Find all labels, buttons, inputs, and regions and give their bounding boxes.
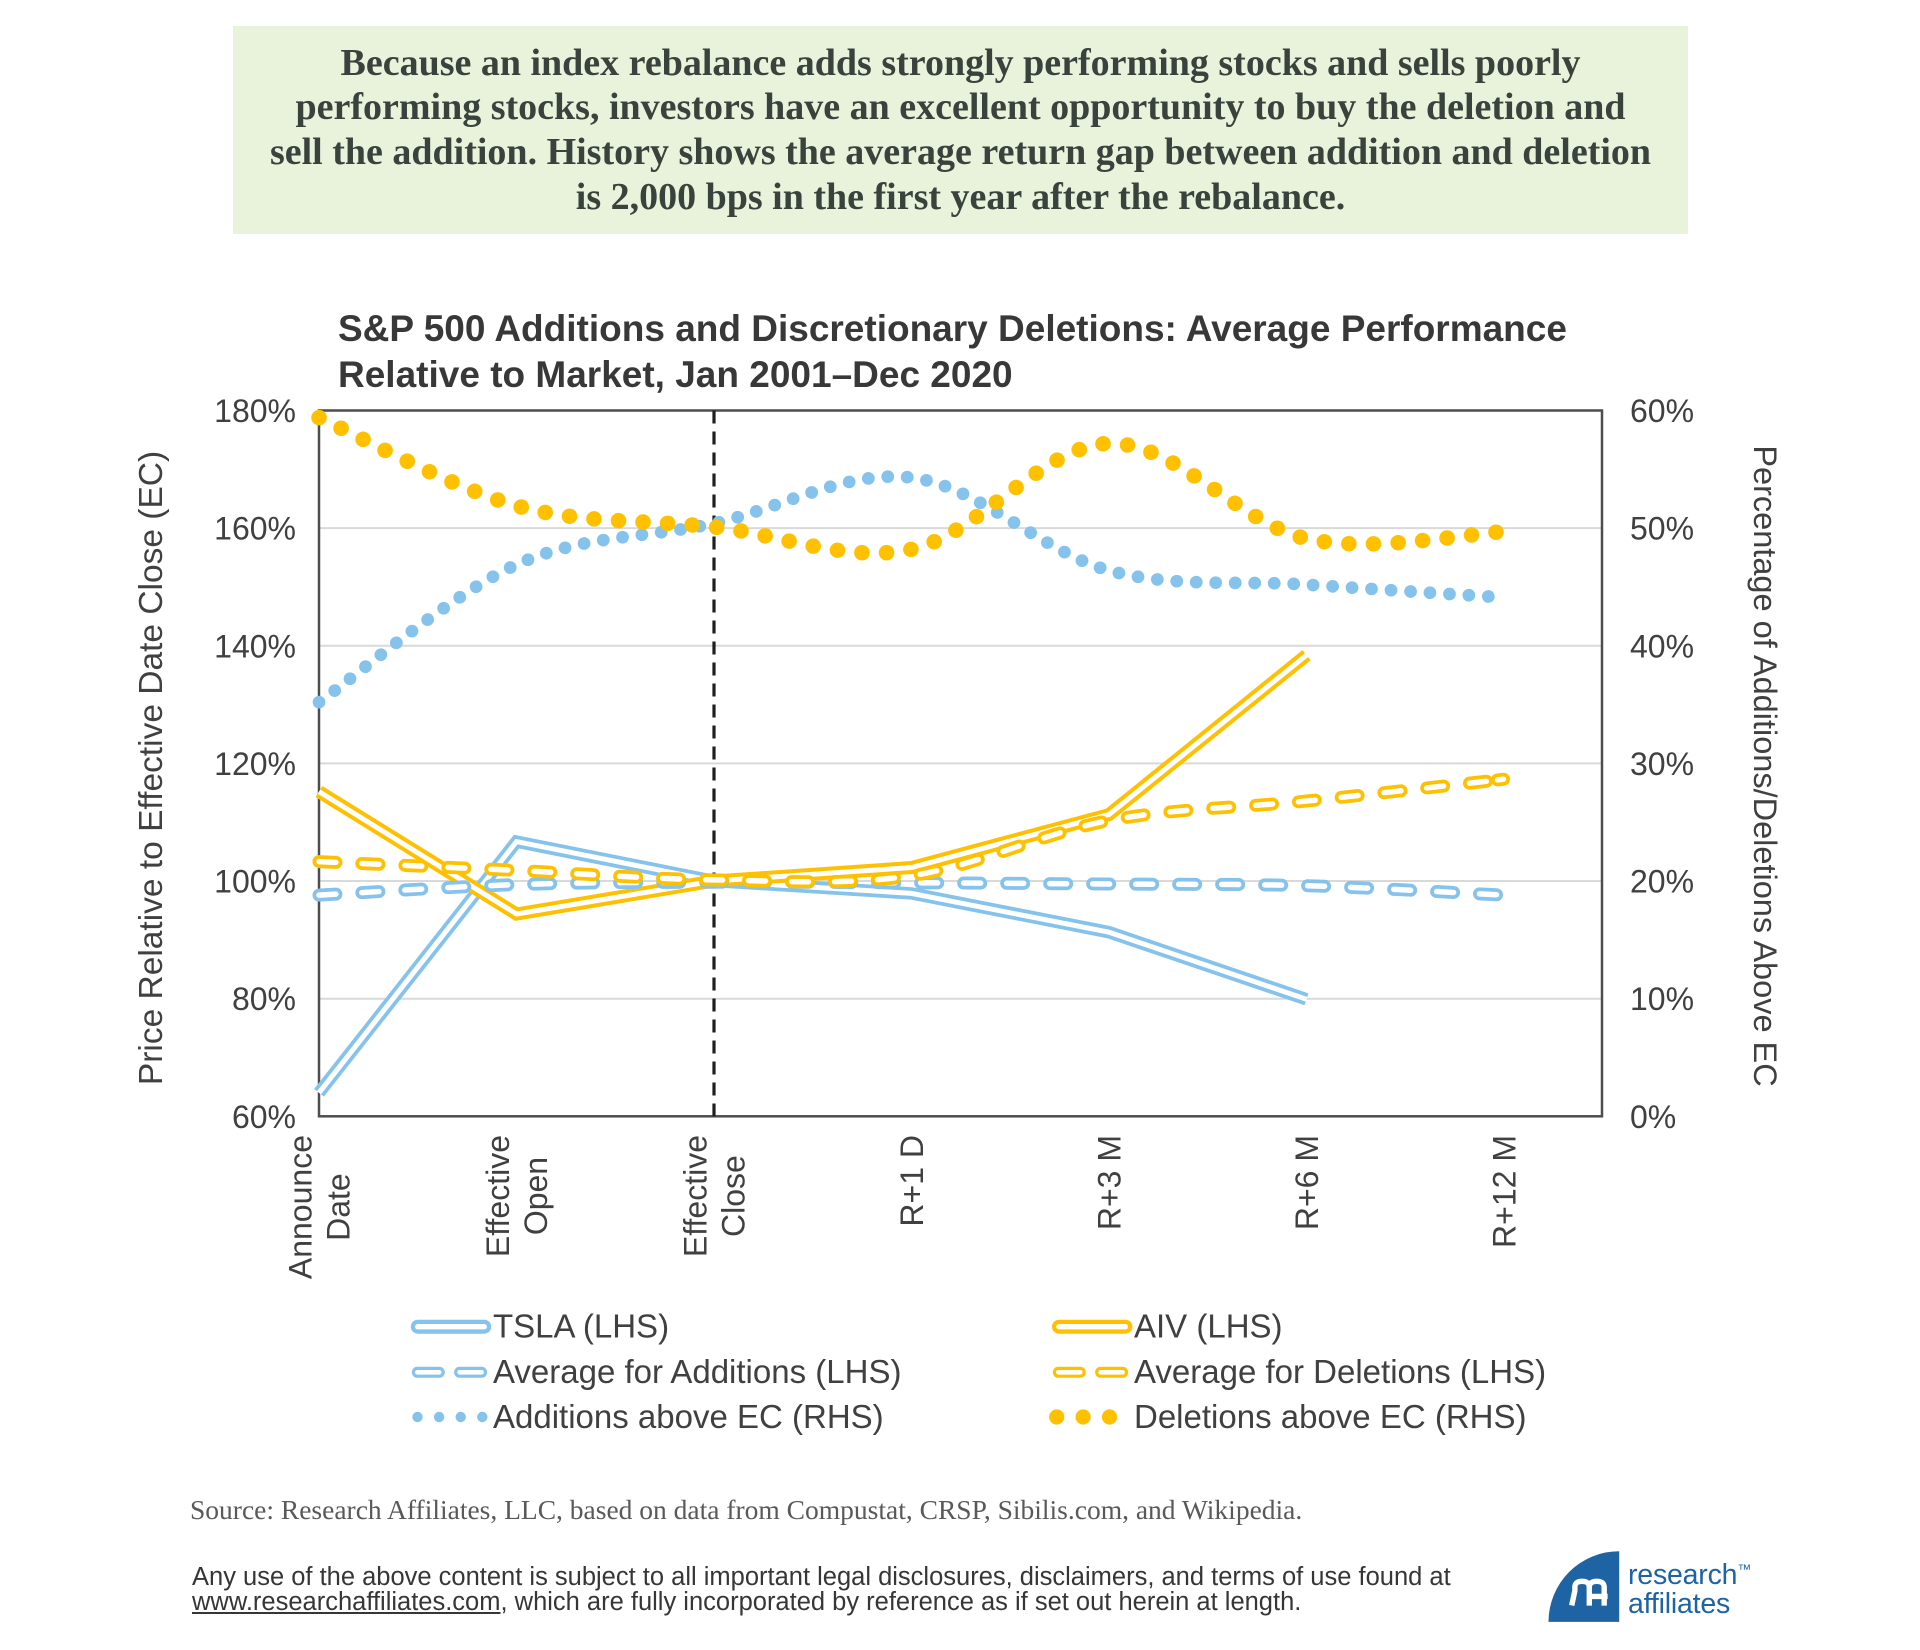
svg-text:R+6 M: R+6 M [1289, 1135, 1325, 1230]
svg-text:20%: 20% [1630, 864, 1694, 900]
svg-text:AIV (LHS): AIV (LHS) [1134, 1308, 1283, 1345]
svg-text:180%: 180% [214, 393, 296, 429]
svg-text:Open: Open [518, 1157, 554, 1235]
svg-text:Additions above EC (RHS): Additions above EC (RHS) [493, 1398, 884, 1435]
svg-text:research™: research™ [1628, 1559, 1751, 1591]
svg-text:160%: 160% [214, 511, 296, 547]
svg-text:140%: 140% [214, 628, 296, 664]
svg-text:Announce: Announce [283, 1135, 319, 1279]
svg-text:100%: 100% [214, 864, 296, 900]
svg-text:Percentage of Additions/Deleti: Percentage of Additions/Deletions Above … [1747, 445, 1783, 1086]
svg-text:Close: Close [716, 1155, 752, 1237]
svg-text:R+12 M: R+12 M [1487, 1135, 1523, 1248]
svg-text:0%: 0% [1630, 1099, 1676, 1135]
svg-text:10%: 10% [1630, 981, 1694, 1017]
svg-text:Deletions above EC (RHS): Deletions above EC (RHS) [1134, 1398, 1527, 1435]
svg-text:30%: 30% [1630, 746, 1694, 782]
svg-text:Average for Deletions (LHS): Average for Deletions (LHS) [1134, 1353, 1546, 1390]
svg-text:R+1 D: R+1 D [894, 1135, 930, 1227]
svg-text:affiliates: affiliates [1628, 1588, 1730, 1620]
svg-text:60%: 60% [232, 1099, 296, 1135]
svg-text:Relative to Market, Jan 2001–D: Relative to Market, Jan 2001–Dec 2020 [338, 354, 1013, 395]
svg-text:Effective: Effective [678, 1135, 714, 1257]
svg-text:R+3 M: R+3 M [1092, 1135, 1128, 1230]
svg-text:Average for Additions (LHS): Average for Additions (LHS) [493, 1353, 901, 1390]
svg-text:TSLA (LHS): TSLA (LHS) [493, 1308, 669, 1345]
svg-text:80%: 80% [232, 981, 296, 1017]
svg-text:120%: 120% [214, 746, 296, 782]
svg-text:40%: 40% [1630, 628, 1694, 664]
svg-text:60%: 60% [1630, 393, 1694, 429]
svg-text:Price Relative to Effective Da: Price Relative to Effective Date Close (… [133, 451, 170, 1085]
svg-text:Date: Date [321, 1173, 357, 1241]
svg-text:Effective: Effective [480, 1135, 516, 1257]
svg-text:50%: 50% [1630, 511, 1694, 547]
svg-text:S&P 500 Additions and Discreti: S&P 500 Additions and Discretionary Dele… [338, 308, 1567, 349]
